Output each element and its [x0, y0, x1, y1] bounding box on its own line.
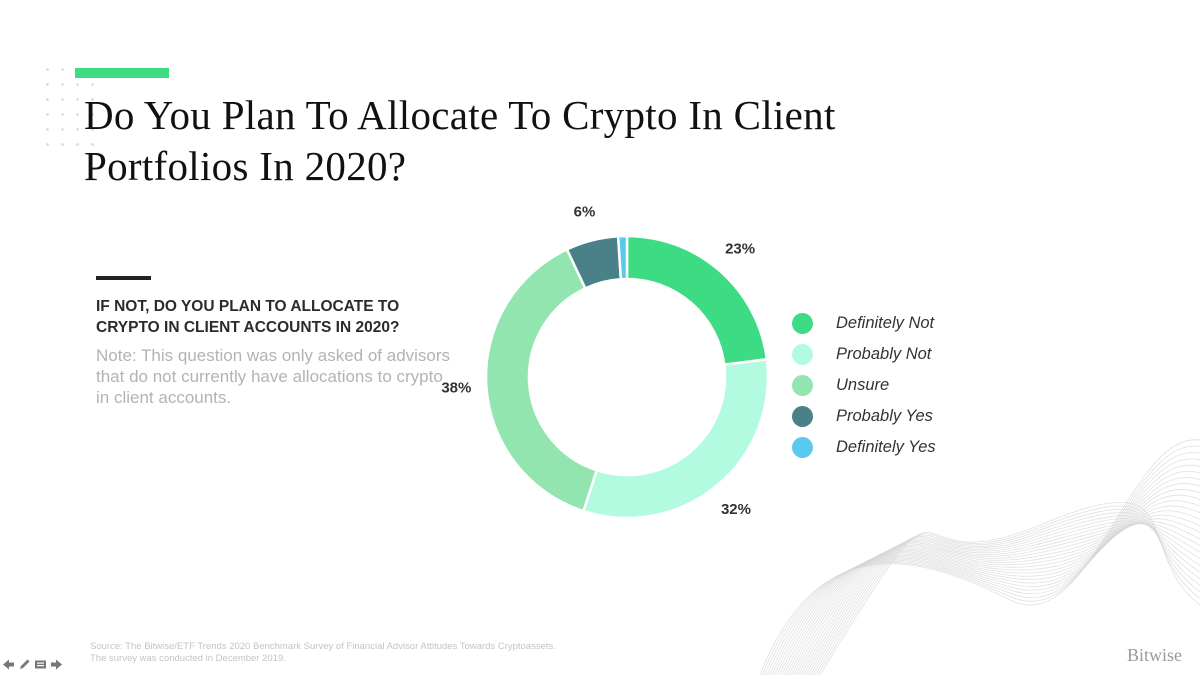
donut-slice-probably-not — [581, 357, 770, 520]
data-label: 6% — [574, 203, 596, 220]
source-line-1: Source: The Bitwise/ETF Trends 2020 Benc… — [90, 641, 556, 652]
legend-swatch — [792, 313, 813, 334]
legend-item: Probably Not — [792, 339, 936, 370]
pencil-icon[interactable] — [18, 658, 31, 671]
brand-logo: Bitwise — [1126, 645, 1182, 665]
legend-label: Probably Yes — [836, 407, 933, 425]
question-note: Note: This question was only asked of ad… — [96, 346, 451, 407]
data-label: 23% — [725, 241, 755, 258]
source-note: Source: The Bitwise/ETF Trends 2020 Benc… — [90, 641, 650, 665]
title-accent-bar — [75, 68, 169, 78]
legend-label: Probably Not — [836, 345, 932, 363]
legend-label: Unsure — [836, 376, 890, 394]
source-line-2: The survey was conducted in December 201… — [90, 653, 286, 664]
legend-swatch — [792, 375, 813, 396]
legend-item: Probably Yes — [792, 401, 936, 432]
section-rule — [96, 276, 151, 280]
data-label: 32% — [721, 501, 751, 518]
slides-icon[interactable] — [34, 658, 47, 671]
legend-item: Definitely Yes — [792, 432, 936, 463]
legend-swatch — [792, 437, 813, 458]
chart-legend: Definitely Not Probably Not Unsure Probably… — [792, 308, 936, 463]
legend-label: Definitely Yes — [836, 438, 936, 456]
legend-label: Definitely Not — [836, 314, 935, 332]
legend-swatch — [792, 344, 813, 365]
data-label: 38% — [441, 380, 471, 397]
legend-item: Definitely Not — [792, 308, 936, 339]
page-title: Do You Plan To Allocate To Crypto In Cli… — [84, 92, 836, 189]
donut-slice-unsure — [484, 247, 599, 513]
arrow-right-icon[interactable] — [50, 658, 63, 671]
legend-swatch — [792, 406, 813, 427]
donut-slice-definitely-yes — [616, 234, 629, 281]
presentation-nav — [2, 658, 63, 674]
arrow-left-icon[interactable] — [2, 658, 15, 671]
legend-item: Unsure — [792, 370, 936, 401]
question-heading: IF NOT, DO YOU PLAN TO ALLOCATE TO CRYPT… — [96, 298, 400, 336]
